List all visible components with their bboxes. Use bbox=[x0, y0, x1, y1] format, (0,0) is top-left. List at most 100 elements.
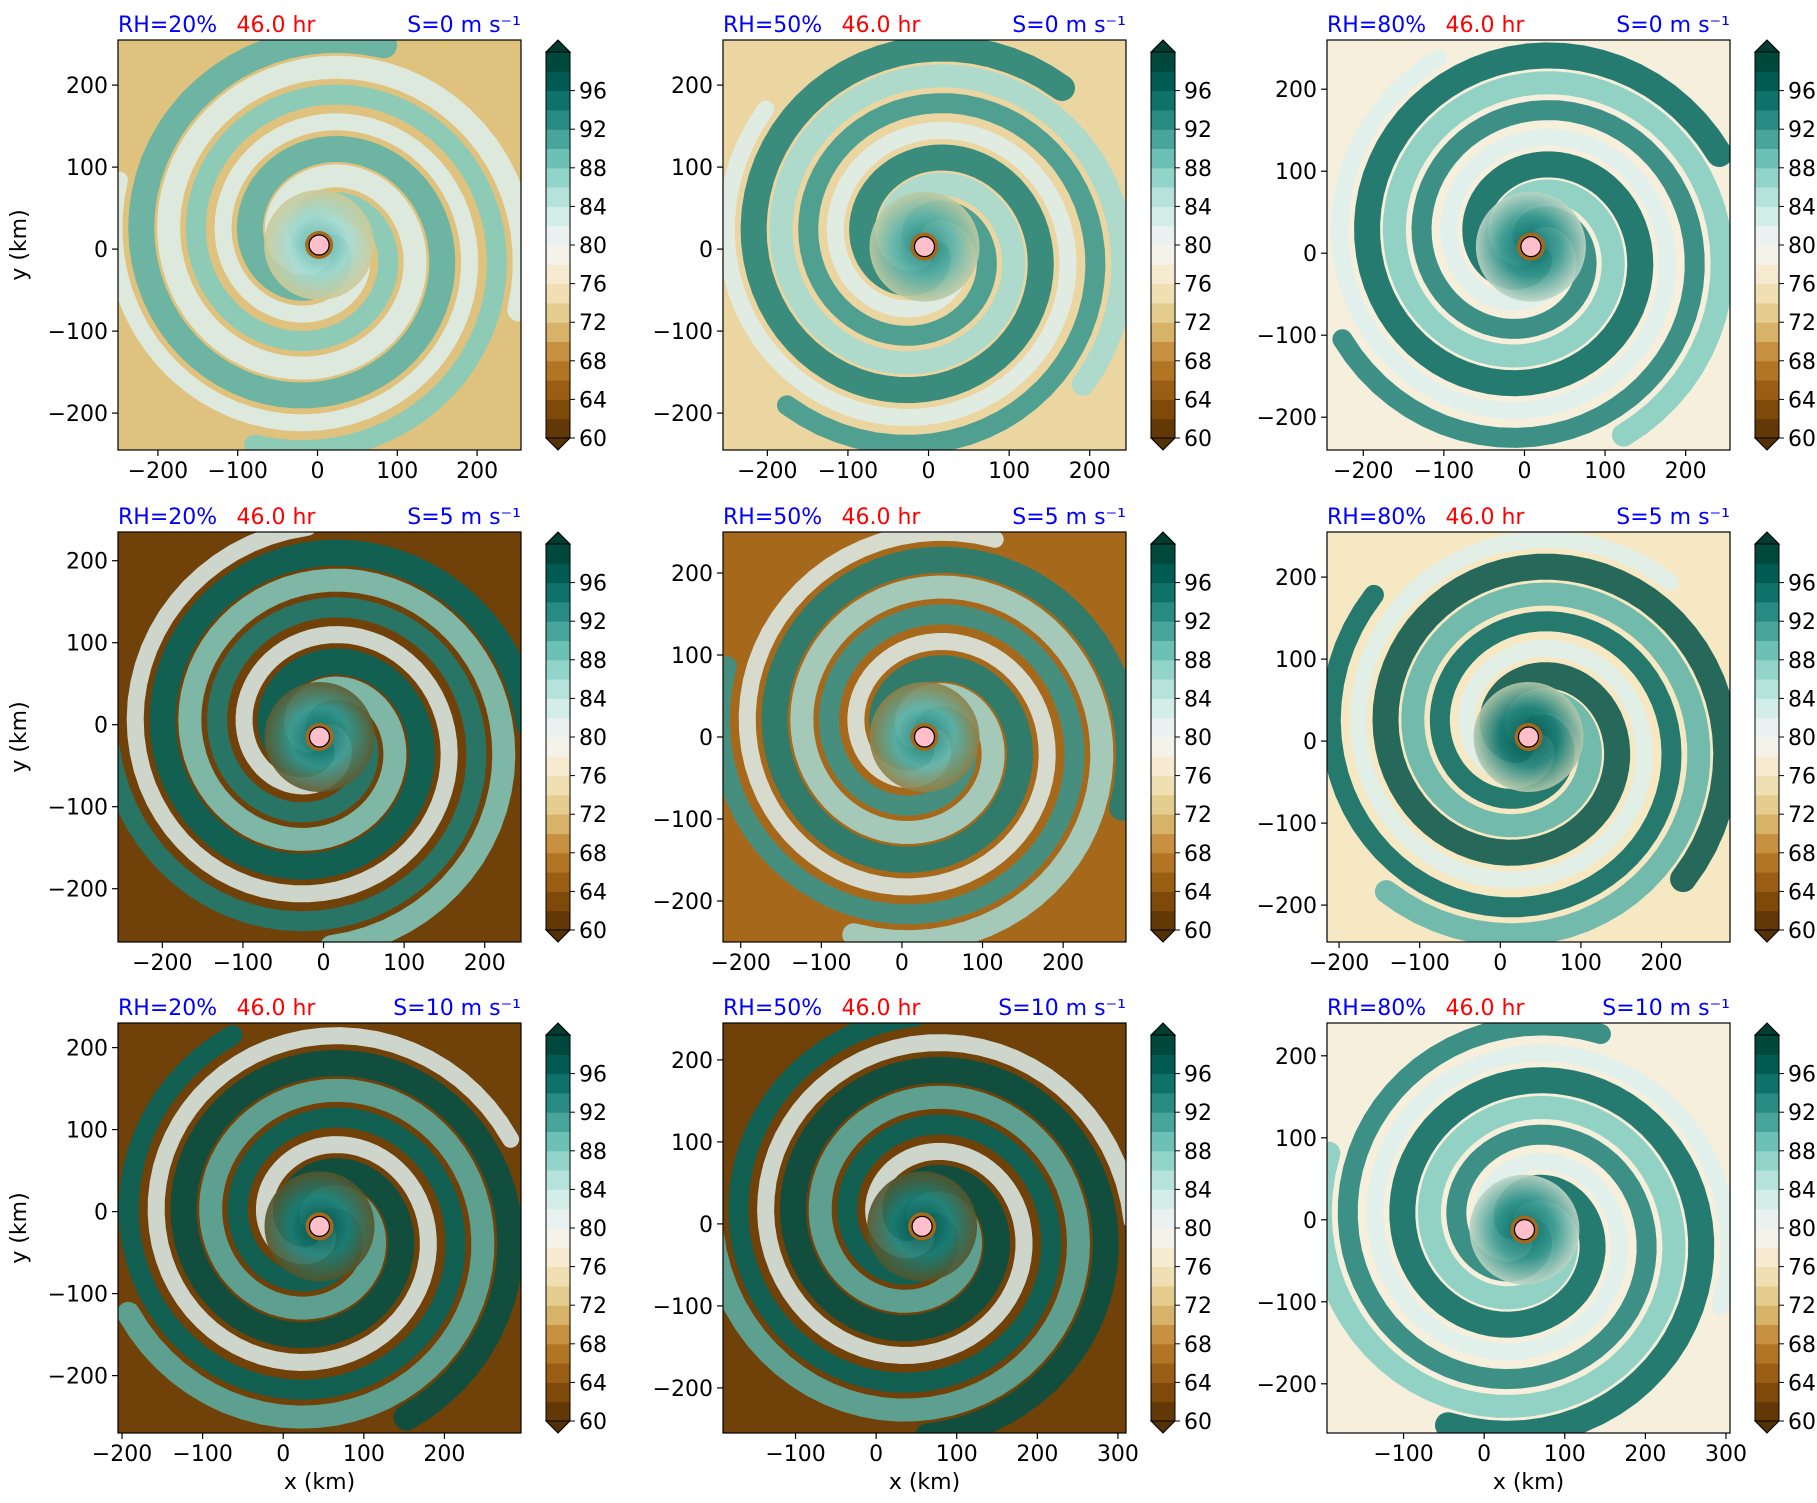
colorbar-level bbox=[1755, 167, 1779, 188]
colorbar-tick-label: 60 bbox=[1184, 919, 1212, 944]
colorbar-level bbox=[1755, 1150, 1779, 1171]
colorbar-level bbox=[546, 187, 570, 207]
colorbar-level bbox=[546, 544, 570, 564]
colorbar-level bbox=[1151, 563, 1175, 584]
x-tick-label: −200 bbox=[1309, 951, 1369, 976]
colorbar-level bbox=[546, 360, 570, 381]
x-tick-label: 200 bbox=[1665, 459, 1707, 484]
x-tick-label: 300 bbox=[1705, 1442, 1747, 1467]
colorbar-level bbox=[546, 1150, 570, 1171]
colorbar-level bbox=[546, 1401, 570, 1422]
colorbar-level bbox=[1151, 1228, 1175, 1248]
colorbar-tick-label: 68 bbox=[579, 1333, 607, 1358]
panel-r2c1: −100 0 100 200 300 −200 −100 0 100 200 x (km) RH=50… bbox=[653, 996, 1212, 1495]
colorbar-tick-label: 84 bbox=[1788, 195, 1816, 220]
axes-frame bbox=[117, 1022, 522, 1434]
colorbar-level bbox=[546, 1092, 570, 1113]
colorbar-level bbox=[1151, 1285, 1175, 1306]
panel-r0c1: −200 −100 0 100 200 −200 −100 0 100 200 RH=50% 46.0… bbox=[653, 13, 1212, 484]
y-axis-label: y (km) bbox=[7, 1192, 32, 1263]
y-tick-label: 0 bbox=[1303, 1209, 1317, 1234]
colorbar-level bbox=[546, 380, 570, 400]
x-tick-label: 200 bbox=[423, 1442, 465, 1467]
colorbar-level bbox=[546, 418, 570, 439]
colorbar-level bbox=[1151, 659, 1175, 680]
x-tick-label: 100 bbox=[1544, 1442, 1586, 1467]
colorbar-level bbox=[546, 90, 570, 111]
colorbar-level bbox=[1151, 245, 1175, 265]
y-tick-label: 0 bbox=[94, 714, 108, 739]
colorbar-tick-label: 72 bbox=[1184, 1294, 1212, 1319]
colorbar-level bbox=[1755, 601, 1779, 622]
panel-r1c1: −200 −100 0 100 200 −200 −100 0 100 200 RH=50% 46.0… bbox=[653, 505, 1212, 976]
colorbar-level bbox=[1755, 1247, 1779, 1268]
colorbar-level bbox=[1755, 1092, 1779, 1113]
title-rh: RH=80% bbox=[1327, 996, 1426, 1021]
colorbar-tick-label: 68 bbox=[1184, 350, 1212, 375]
colorbar-tick-label: 92 bbox=[1788, 610, 1816, 635]
colorbar-tick-label: 84 bbox=[579, 195, 607, 220]
storm-center-marker bbox=[308, 1215, 331, 1237]
y-tick-label: −200 bbox=[653, 402, 713, 427]
colorbar-tick-label: 84 bbox=[1184, 1178, 1212, 1203]
colorbar-level bbox=[1755, 1054, 1779, 1075]
colorbar-level bbox=[1151, 698, 1175, 719]
colorbar-level bbox=[1151, 621, 1175, 641]
colorbar-level bbox=[546, 852, 570, 873]
colorbar-level bbox=[1755, 1170, 1779, 1190]
colorbar-level bbox=[546, 1363, 570, 1383]
colorbar-level bbox=[1151, 737, 1175, 757]
colorbar-level bbox=[546, 621, 570, 641]
colorbar-tick-label: 72 bbox=[1184, 311, 1212, 336]
x-tick-label: 0 bbox=[869, 1442, 883, 1467]
x-tick-label: −100 bbox=[791, 951, 851, 976]
colorbar-tick-label: 92 bbox=[1184, 610, 1212, 635]
colorbar-level bbox=[546, 640, 570, 661]
title-time: 46.0 hr bbox=[842, 505, 922, 530]
title-shear: S=10 m s⁻¹ bbox=[1602, 996, 1730, 1021]
colorbar-level bbox=[546, 1324, 570, 1345]
colorbar-tick-label: 60 bbox=[1788, 919, 1816, 944]
colorbar-level bbox=[1755, 563, 1779, 584]
colorbar-tick-label: 76 bbox=[1184, 273, 1212, 298]
title-shear: S=5 m s⁻¹ bbox=[1012, 505, 1126, 530]
x-axis-label: x (km) bbox=[889, 1470, 960, 1495]
colorbar-level bbox=[1755, 852, 1779, 873]
storm-center-marker bbox=[1517, 726, 1540, 748]
y-tick-label: −200 bbox=[1257, 894, 1317, 919]
colorbar-tick-label: 76 bbox=[1788, 765, 1816, 790]
title-time: 46.0 hr bbox=[1446, 505, 1526, 530]
x-tick-label: 200 bbox=[1640, 951, 1682, 976]
colorbar-level bbox=[546, 1189, 570, 1210]
title-time: 46.0 hr bbox=[1446, 996, 1526, 1021]
y-tick-label: −200 bbox=[653, 890, 713, 915]
colorbar-extend-max bbox=[1753, 39, 1781, 53]
colorbar-tick-label: 64 bbox=[1788, 1371, 1816, 1396]
colorbar-level bbox=[546, 814, 570, 834]
colorbar-level bbox=[1151, 601, 1175, 622]
y-tick-label: −200 bbox=[48, 878, 108, 903]
colorbar: 60 64 68 72 76 80 84 88 92 96 bbox=[1149, 1022, 1212, 1435]
colorbar-extend-min bbox=[1149, 929, 1177, 943]
x-tick-label: 0 bbox=[317, 951, 331, 976]
colorbar: 60 64 68 72 76 80 84 88 92 96 bbox=[544, 1022, 607, 1435]
colorbar-tick-label: 76 bbox=[579, 1256, 607, 1281]
panel-r2c2: −100 0 100 200 300 −200 −100 0 100 200 x (km) RH=80… bbox=[1257, 996, 1816, 1495]
colorbar-extend-min bbox=[544, 929, 572, 943]
title-rh: RH=80% bbox=[1327, 13, 1426, 38]
x-tick-label: −200 bbox=[1333, 459, 1393, 484]
colorbar-level bbox=[1151, 1247, 1175, 1268]
x-tick-label: 0 bbox=[1477, 1442, 1491, 1467]
y-tick-label: 100 bbox=[66, 632, 108, 657]
colorbar-tick-label: 60 bbox=[579, 1410, 607, 1435]
x-tick-label: 200 bbox=[1042, 951, 1084, 976]
colorbar-level bbox=[1151, 910, 1175, 931]
title-rh: RH=20% bbox=[118, 13, 217, 38]
colorbar-level bbox=[1755, 129, 1779, 149]
colorbar-extend-max bbox=[1149, 531, 1177, 545]
colorbar-tick-label: 76 bbox=[1788, 1256, 1816, 1281]
y-tick-label: 0 bbox=[94, 1201, 108, 1226]
colorbar-extend-min bbox=[1149, 437, 1177, 451]
colorbar-tick-label: 76 bbox=[579, 273, 607, 298]
